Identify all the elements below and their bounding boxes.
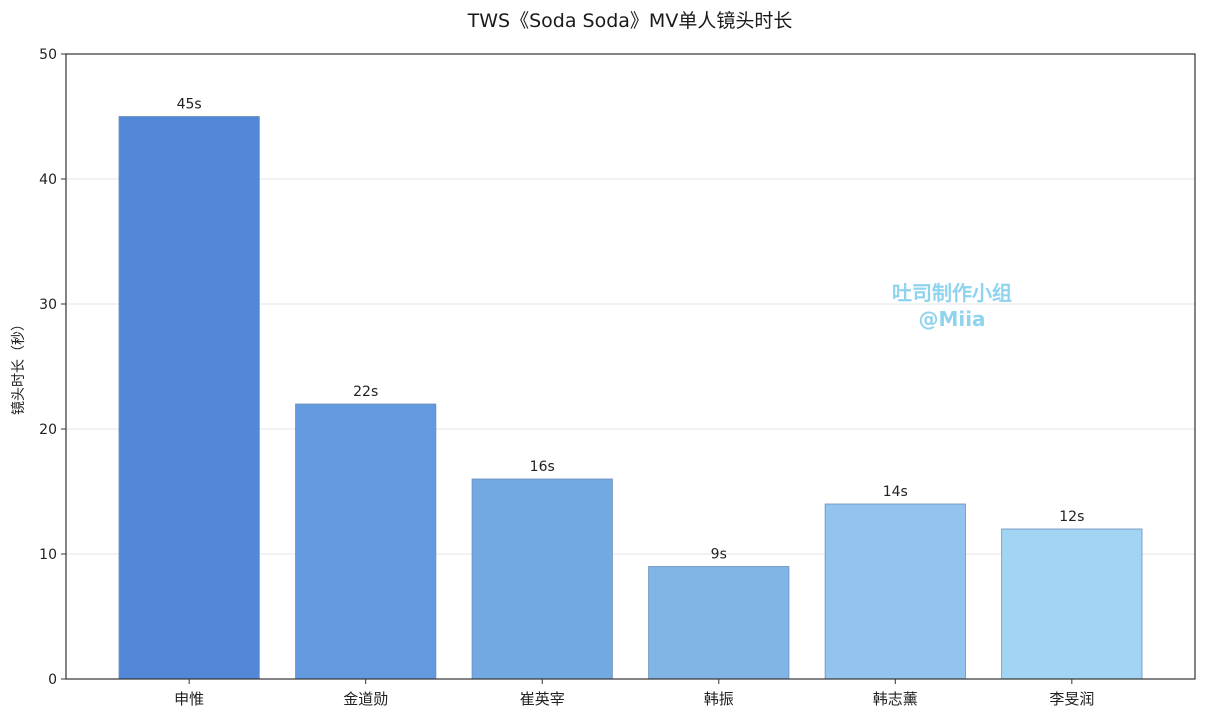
y-tick-label-50: 50 — [39, 47, 57, 63]
bar-0 — [118, 116, 260, 680]
x-tick-label-5: 李旻润 — [1049, 690, 1094, 708]
chart-title: TWS《Soda Soda》MV单人镜头时长 — [467, 10, 793, 32]
x-tick-label-0: 申惟 — [174, 690, 204, 708]
data-label-2: 16s — [530, 459, 555, 475]
plot-frame — [65, 53, 1196, 680]
x-tick-label-4: 韩志薰 — [873, 690, 918, 708]
y-axis-ticks: 0 10 20 30 40 50 — [39, 47, 66, 688]
bar-4 — [824, 503, 966, 680]
bar-5 — [1001, 528, 1143, 680]
data-label-3: 9s — [711, 547, 727, 563]
data-label-1: 22s — [353, 384, 378, 400]
bar-2 — [471, 478, 613, 680]
bar-3 — [648, 566, 790, 680]
bars — [118, 116, 1143, 680]
x-axis-ticks: 申惟 金道勋 崔英宰 韩振 韩志薰 李旻润 — [174, 679, 1094, 708]
data-label-4: 14s — [883, 484, 908, 500]
watermark: 吐司制作小组 @Miia — [892, 281, 1012, 331]
x-tick-label-3: 韩振 — [704, 690, 734, 708]
data-labels: 45s 22s 16s 9s 14s 12s — [177, 97, 1085, 563]
x-tick-label-2: 崔英宰 — [520, 690, 565, 708]
data-label-5: 12s — [1059, 509, 1084, 525]
x-tick-label-1: 金道勋 — [343, 690, 388, 708]
y-tick-label-30: 30 — [39, 297, 57, 313]
y-tick-label-40: 40 — [39, 172, 57, 188]
y-tick-label-20: 20 — [39, 422, 57, 438]
data-label-0: 45s — [177, 97, 202, 113]
y-axis-label: 镜头时长（秒） — [11, 317, 27, 415]
watermark-line-1: 吐司制作小组 — [892, 281, 1012, 305]
y-tick-label-10: 10 — [39, 547, 57, 563]
y-tick-label-0: 0 — [48, 672, 57, 688]
bar-1 — [295, 403, 437, 680]
watermark-line-2: @Miia — [918, 307, 985, 331]
